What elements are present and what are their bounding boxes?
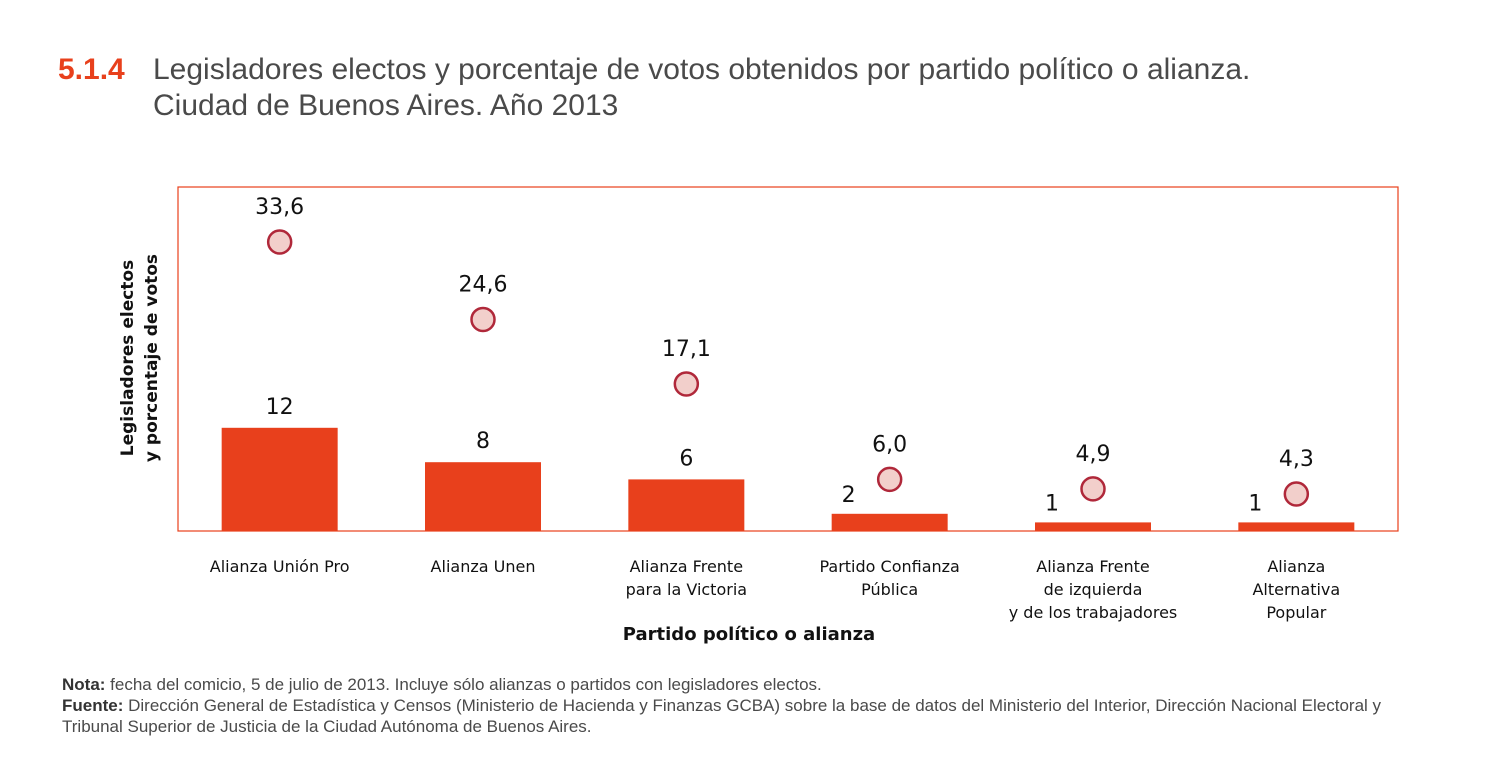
chart-title-line2: Ciudad de Buenos Aires. Año 2013: [153, 89, 619, 122]
y-axis-title-line-2: y porcentaje de votos: [142, 254, 162, 462]
vote-value-label-1: 33,6: [255, 195, 304, 220]
category-label-6-line-1: Alianza: [1267, 557, 1325, 576]
category-label-1-line-1: Alianza Unión Pro: [210, 557, 350, 576]
fuente-line: Fuente: Dirección General de Estadística…: [62, 695, 1442, 737]
y-axis-title-line-1: Legisladores electos: [118, 260, 138, 456]
bar-5: [1035, 522, 1151, 531]
bar-value-label-6: 1: [1248, 491, 1262, 516]
nota-line: Nota: fecha del comicio, 5 de julio de 2…: [62, 674, 1442, 695]
bar-6: [1238, 522, 1355, 531]
bar-4: [831, 513, 948, 531]
vote-point-2: [470, 306, 496, 333]
category-label-2-line-1: Alianza Unen: [431, 557, 536, 576]
bar-value-label-3: 6: [679, 446, 693, 471]
category-label-3-line-1: Alianza Frente: [630, 557, 743, 576]
vote-point-4: [876, 466, 903, 493]
category-label-4-line-2: Pública: [861, 580, 918, 599]
vote-value-label-5: 4,9: [1076, 442, 1111, 467]
category-label-5-line-3: y de los trabajadores: [1009, 603, 1178, 622]
category-label-3-line-2: para la Victoria: [626, 580, 748, 599]
vote-point-3: [673, 371, 700, 397]
bar-value-label-1: 12: [266, 395, 294, 420]
footnotes: Nota: fecha del comicio, 5 de julio de 2…: [62, 674, 1442, 737]
chart-number: 5.1.4: [58, 53, 125, 86]
vote-point-1: [266, 229, 293, 255]
bar-2: [425, 462, 541, 531]
fuente-text: Dirección General de Estadística y Censo…: [62, 696, 1382, 736]
bar-value-label-5: 1: [1045, 491, 1059, 516]
bar-value-label-2: 8: [476, 429, 490, 454]
category-label-5-line-1: Alianza Frente: [1036, 557, 1149, 576]
vote-value-label-6: 4,3: [1279, 447, 1314, 472]
category-label-4-line-1: Partido Confianza: [819, 557, 959, 576]
chart-title: 5.1.4 Legisladores electos y porcentaje …: [58, 52, 1458, 124]
category-label-5-line-2: de izquierda: [1044, 580, 1143, 599]
bar-value-label-4: 2: [842, 483, 856, 508]
vote-value-label-3: 17,1: [662, 337, 711, 362]
category-label-6-line-3: Popular: [1266, 603, 1326, 622]
category-label-6-line-2: Alternativa: [1252, 580, 1340, 599]
chart-title-line1: Legisladores electos y porcentaje de vot…: [153, 53, 1251, 86]
vote-point-6: [1283, 481, 1310, 507]
bar-1: [221, 427, 338, 531]
fuente-label: Fuente:: [62, 696, 124, 715]
x-axis-title: Partido político o alianza: [623, 624, 875, 645]
vote-value-label-4: 6,0: [872, 432, 907, 457]
plot-frame: [177, 186, 1399, 532]
bar-3: [628, 479, 745, 531]
vote-value-label-2: 24,6: [459, 272, 508, 297]
vote-point-5: [1080, 476, 1106, 502]
nota-label: Nota:: [62, 675, 106, 694]
nota-text: fecha del comicio, 5 de julio de 2013. I…: [105, 675, 822, 694]
